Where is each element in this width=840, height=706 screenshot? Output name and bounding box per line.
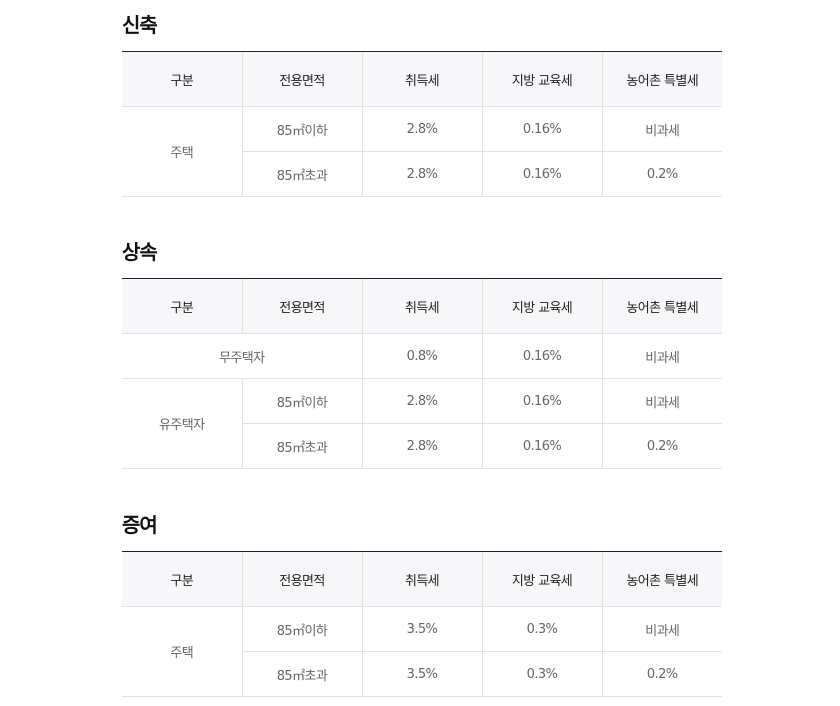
header-acquisition-tax: 취득세 <box>361 278 482 334</box>
rural-tax-cell: 비과세 <box>601 378 722 424</box>
acquisition-tax-cell: 2.8% <box>361 151 482 197</box>
table-row: 무주택자 0.8% 0.16% 비과세 <box>122 333 722 379</box>
area-cell: 85㎡이하 <box>241 378 362 424</box>
education-tax-cell: 0.16% <box>481 151 602 197</box>
header-category: 구분 <box>122 51 242 107</box>
header-acquisition-tax: 취득세 <box>361 51 482 107</box>
header-rural-tax: 농어촌 특별세 <box>601 51 722 107</box>
header-category: 구분 <box>122 278 242 334</box>
group-cell: 주택 <box>122 606 242 697</box>
rural-tax-cell: 비과세 <box>601 106 722 152</box>
header-education-tax: 지방 교육세 <box>481 51 602 107</box>
acquisition-tax-cell: 2.8% <box>361 106 482 152</box>
area-cell: 85㎡초과 <box>241 151 362 197</box>
section-title: 신축 <box>122 13 158 37</box>
area-cell: 85㎡이하 <box>241 106 362 152</box>
education-tax-cell: 0.16% <box>481 106 602 152</box>
table-row: 85㎡초과 3.5% 0.3% 0.2% <box>122 651 722 697</box>
rural-tax-cell: 0.2% <box>601 151 722 197</box>
tax-table: 구분 전용면적 취득세 지방 교육세 농어촌 특별세 무주택자 0.8% 0.1… <box>122 278 722 469</box>
tax-table: 구분 전용면적 취득세 지방 교육세 농어촌 특별세 주택 85㎡이하 2.8%… <box>122 51 722 197</box>
table-header-row: 구분 전용면적 취득세 지방 교육세 농어촌 특별세 <box>122 51 722 107</box>
tax-table: 구분 전용면적 취득세 지방 교육세 농어촌 특별세 주택 85㎡이하 3.5%… <box>122 551 722 697</box>
area-cell: 85㎡초과 <box>241 651 362 697</box>
education-tax-cell: 0.3% <box>481 651 602 697</box>
header-rural-tax: 농어촌 특별세 <box>601 551 722 607</box>
area-cell: 85㎡초과 <box>241 423 362 469</box>
header-area: 전용면적 <box>241 551 362 607</box>
rural-tax-cell: 비과세 <box>601 606 722 652</box>
header-acquisition-tax: 취득세 <box>361 551 482 607</box>
table-header-row: 구분 전용면적 취득세 지방 교육세 농어촌 특별세 <box>122 278 722 334</box>
header-education-tax: 지방 교육세 <box>481 278 602 334</box>
area-cell: 85㎡이하 <box>241 606 362 652</box>
table-row: 주택 85㎡이하 2.8% 0.16% 비과세 <box>122 106 722 197</box>
no-house-cell: 무주택자 <box>122 333 362 379</box>
education-tax-cell: 0.16% <box>481 423 602 469</box>
group-cell: 유주택자 <box>122 378 242 469</box>
header-category: 구분 <box>122 551 242 607</box>
table-row: 주택 85㎡이하 3.5% 0.3% 비과세 <box>122 606 722 697</box>
section-title: 상속 <box>122 240 158 264</box>
acquisition-tax-cell: 2.8% <box>361 378 482 424</box>
header-area: 전용면적 <box>241 51 362 107</box>
header-area: 전용면적 <box>241 278 362 334</box>
section-title: 증여 <box>122 513 158 537</box>
table-row: 85㎡초과 2.8% 0.16% 0.2% <box>122 423 722 469</box>
header-rural-tax: 농어촌 특별세 <box>601 278 722 334</box>
header-education-tax: 지방 교육세 <box>481 551 602 607</box>
group-cell: 주택 <box>122 106 242 197</box>
table-row: 유주택자 85㎡이하 2.8% 0.16% 비과세 <box>122 378 722 469</box>
table-row: 85㎡초과 2.8% 0.16% 0.2% <box>122 151 722 197</box>
acquisition-tax-cell: 3.5% <box>361 651 482 697</box>
education-tax-cell: 0.16% <box>481 378 602 424</box>
rural-tax-cell: 0.2% <box>601 423 722 469</box>
education-tax-cell: 0.3% <box>481 606 602 652</box>
acquisition-tax-cell: 2.8% <box>361 423 482 469</box>
table-header-row: 구분 전용면적 취득세 지방 교육세 농어촌 특별세 <box>122 551 722 607</box>
acquisition-tax-cell: 3.5% <box>361 606 482 652</box>
rural-tax-cell: 비과세 <box>601 333 722 379</box>
education-tax-cell: 0.16% <box>481 333 602 379</box>
rural-tax-cell: 0.2% <box>601 651 722 697</box>
acquisition-tax-cell: 0.8% <box>361 333 482 379</box>
